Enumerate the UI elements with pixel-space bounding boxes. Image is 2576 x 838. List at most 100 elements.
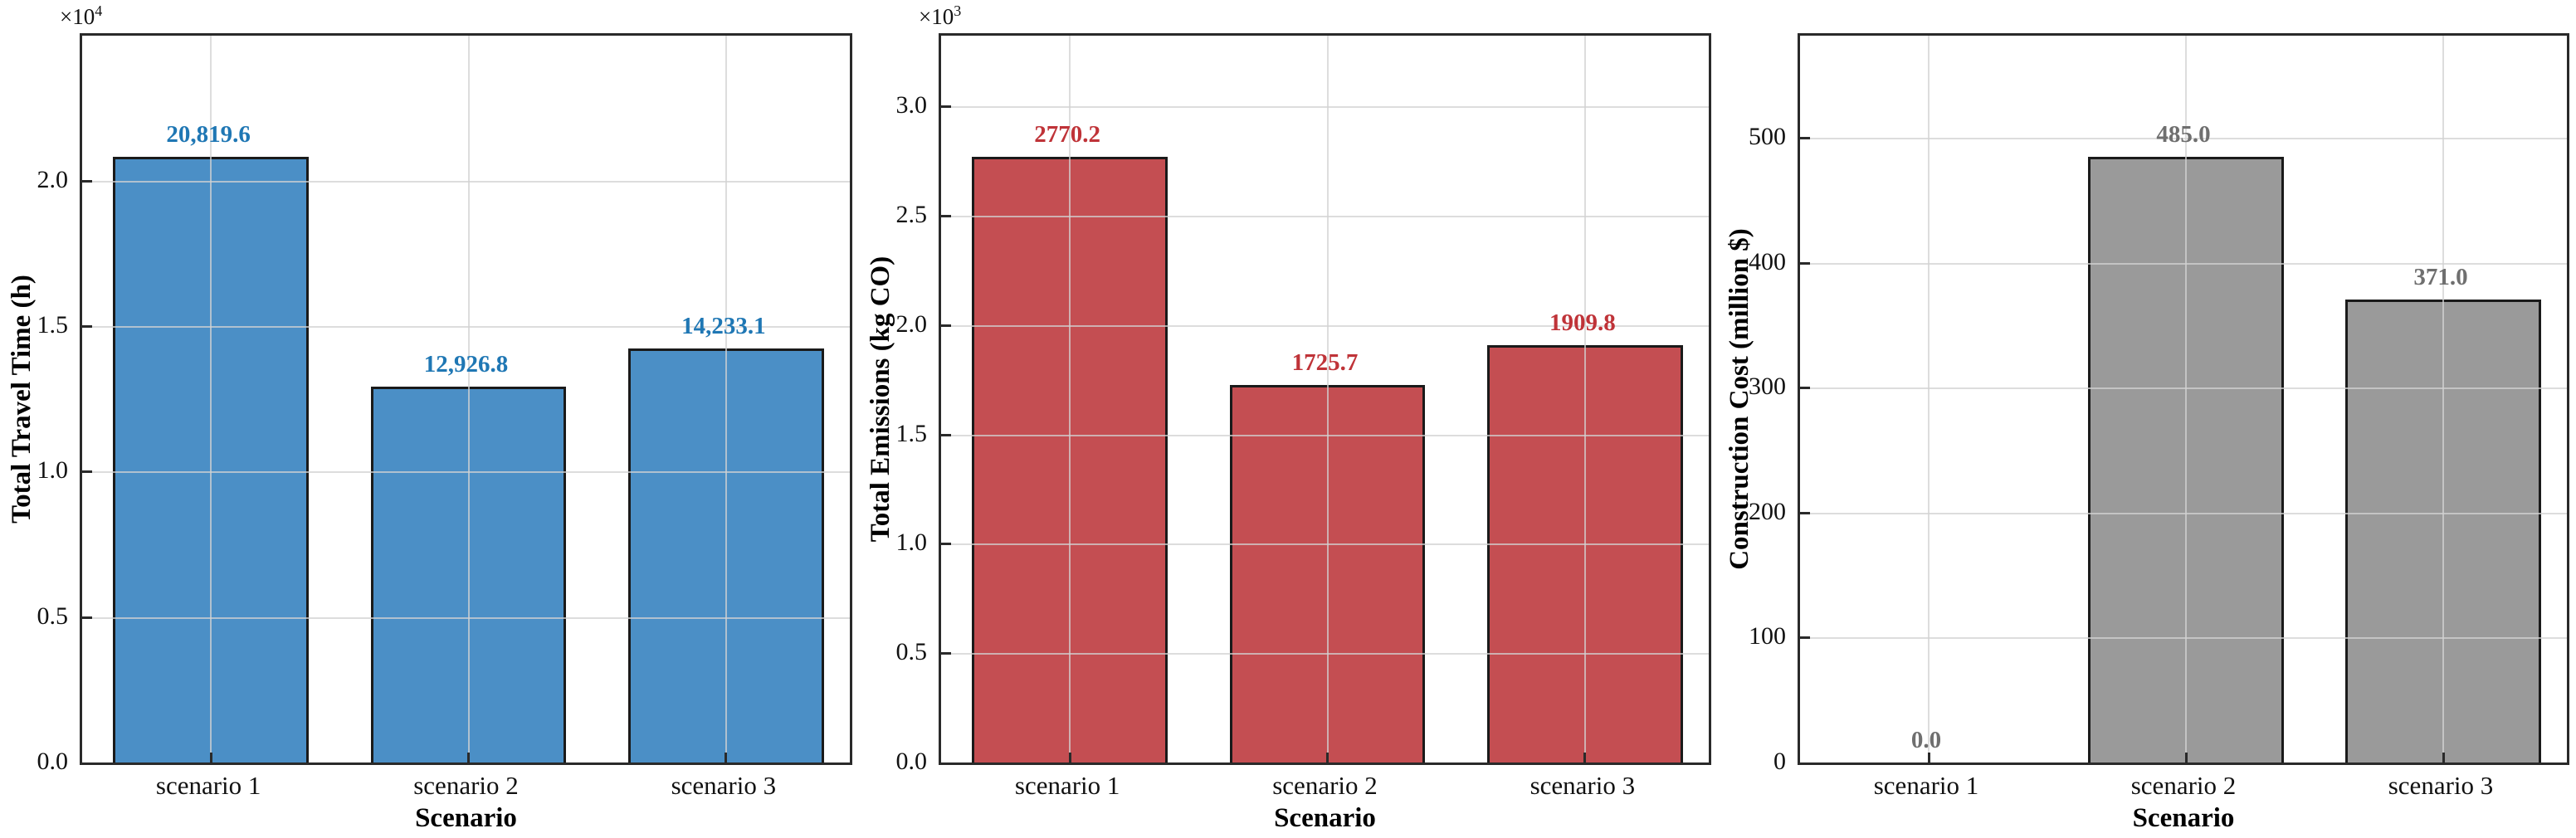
gridline-v: [1326, 36, 1329, 762]
y-tick-mark: [1800, 387, 1810, 390]
subplot-total-emissions: 0.0 0.5 1.0 1.5 2.0 2.5 3.0 2770.2 scenario 1 172…: [859, 0, 1718, 838]
gridline-h: [1800, 637, 2567, 640]
y-tick-mark: [1800, 636, 1810, 640]
gridline-h: [1800, 138, 2567, 140]
gridline-h: [941, 653, 1709, 655]
x-tick-label: scenario 3: [2388, 771, 2494, 800]
gridline-v: [1583, 36, 1586, 762]
y-tick-label: 1.0: [37, 456, 69, 485]
x-tick-label: scenario 3: [671, 771, 777, 800]
bar-value-label: 1909.8: [1549, 309, 1616, 336]
offset-exponent: 4: [95, 2, 103, 19]
y-tick-mark: [82, 616, 92, 619]
y-axis-label: Total Emissions (kg CO): [866, 256, 895, 543]
plot-area-construction-cost: [1798, 33, 2569, 765]
x-axis-label: Scenario: [1274, 803, 1376, 833]
y-tick-mark: [82, 325, 92, 329]
gridline-h: [1800, 262, 2567, 265]
bar-value-label: 14,233.1: [681, 312, 766, 339]
y-tick-label: 400: [1749, 247, 1786, 275]
y-tick-label: 500: [1749, 123, 1786, 151]
y-tick-label: 300: [1749, 373, 1786, 401]
x-tick-mark: [209, 753, 212, 762]
gridline-v: [724, 36, 727, 762]
y-tick-mark: [941, 652, 951, 655]
y-tick-mark: [1800, 137, 1810, 140]
x-tick-mark: [467, 753, 470, 762]
y-tick-label: 0.0: [895, 748, 928, 775]
gridline-h: [941, 324, 1709, 327]
y-tick-label: 3.0: [895, 91, 928, 119]
y-tick-mark: [941, 543, 951, 546]
gridline-h: [82, 471, 850, 474]
gridline-v: [467, 36, 470, 762]
x-tick-label: scenario 3: [1530, 771, 1636, 800]
subplot-construction-cost: 0 100 200 300 400 500 0.0 scenario 1 485.0 scenar…: [1718, 0, 2576, 838]
x-tick-mark: [724, 753, 728, 762]
gridline-v: [2442, 36, 2444, 762]
offset-exponent: 3: [954, 2, 962, 19]
offset-base: ×10: [60, 4, 95, 29]
y-tick-label: 0.5: [895, 638, 928, 666]
y-axis-offset-text: ×104: [60, 2, 102, 30]
x-tick-mark: [1326, 753, 1329, 762]
y-tick-label: 2.0: [895, 309, 928, 338]
y-tick-label: 100: [1749, 622, 1786, 650]
y-tick-mark: [941, 105, 951, 109]
y-axis-label: Construction Cost (million $): [1725, 228, 1754, 570]
gridline-v: [210, 36, 212, 762]
bar-value-label: 20,819.6: [166, 120, 251, 148]
y-axis-label: Total Travel Time (h): [7, 275, 37, 524]
x-tick-mark: [2184, 753, 2188, 762]
y-tick-label: 2.0: [37, 165, 69, 193]
y-tick-label: 0.5: [37, 602, 69, 630]
bar-value-label: 0.0: [1910, 727, 1942, 753]
bar-value-label: 1725.7: [1291, 349, 1359, 377]
gridline-h: [1800, 387, 2567, 390]
gridline-h: [941, 543, 1709, 546]
x-tick-label: scenario 2: [1272, 771, 1378, 800]
gridline-h: [941, 216, 1709, 218]
gridline-v: [1928, 36, 1930, 762]
y-tick-mark: [941, 324, 951, 327]
x-axis-label: Scenario: [2132, 803, 2235, 833]
gridline-h: [1800, 512, 2567, 514]
y-tick-mark: [941, 215, 951, 218]
y-tick-mark: [1800, 511, 1810, 514]
bar-value-label: 485.0: [2156, 121, 2211, 148]
y-tick-label: 200: [1749, 497, 1786, 525]
subplot-total-travel-time: 0.0 0.5 1.0 1.5 2.0 20,819.6 scenario 1 12,926.…: [0, 0, 859, 838]
gridline-h: [82, 616, 850, 619]
bar-value-label: 12,926.8: [423, 350, 509, 378]
y-tick-mark: [941, 433, 951, 436]
x-tick-label: scenario 2: [2130, 771, 2237, 800]
bar-value-label: 371.0: [2413, 263, 2468, 290]
gridline-v: [2185, 36, 2187, 762]
gridline-h: [82, 180, 850, 183]
x-tick-label: scenario 1: [1873, 771, 1979, 800]
x-axis-label: Scenario: [415, 803, 517, 833]
y-tick-label: 2.5: [895, 201, 928, 229]
x-tick-label: scenario 1: [1014, 771, 1120, 800]
plot-area-total-emissions: [939, 33, 1711, 765]
gridline-h: [941, 106, 1709, 109]
y-tick-label: 1.5: [37, 311, 69, 339]
y-tick-label: 1.5: [895, 419, 928, 447]
y-tick-label: 1.0: [895, 529, 928, 557]
x-tick-label: scenario 1: [155, 771, 261, 800]
x-tick-mark: [1068, 753, 1071, 762]
gridline-v: [1069, 36, 1071, 762]
x-tick-mark: [2442, 753, 2445, 762]
gridline-h: [82, 326, 850, 329]
x-tick-label: scenario 2: [413, 771, 519, 800]
y-tick-mark: [82, 470, 92, 474]
gridline-h: [941, 434, 1709, 436]
y-tick-label: 0: [1773, 748, 1786, 775]
x-tick-mark: [1927, 753, 1930, 762]
y-axis-offset-text: ×103: [919, 2, 961, 30]
plot-area-total-travel-time: [80, 33, 852, 765]
y-tick-mark: [1800, 261, 1810, 265]
y-tick-mark: [82, 179, 92, 183]
offset-base: ×10: [919, 4, 954, 29]
